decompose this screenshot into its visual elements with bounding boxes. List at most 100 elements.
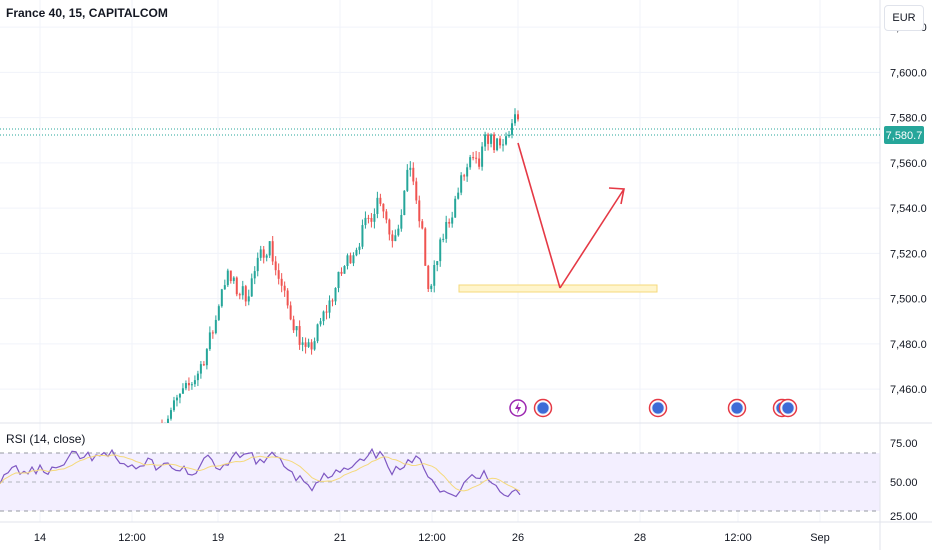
rsi-moving-average [0,454,521,492]
candle-body [373,213,376,222]
candle-body [397,228,400,236]
candle-body [184,383,187,389]
candle-body [484,134,487,147]
candle-body [355,249,358,256]
candlestick-series [161,108,519,423]
candle-body [271,241,274,262]
candle-body [316,324,319,342]
candle-body [436,261,439,266]
candle-body [421,221,424,229]
candle-body [481,146,484,167]
time-tick-label: 21 [334,532,346,544]
time-tick-label: 12:00 [418,532,446,544]
candle-body [199,364,202,374]
candle-body [178,393,181,398]
candle-body [391,234,394,242]
candle-body [229,270,232,282]
time-tick-label: Sep [810,532,830,544]
candle-body [424,228,427,266]
candle-body [220,289,223,307]
currency-button[interactable]: EUR [884,5,924,31]
candle-body [511,123,514,135]
candle-body [439,239,442,262]
candle-body [238,294,241,296]
time-tick-label: 12:00 [118,532,146,544]
projection-arrow[interactable] [517,142,625,289]
price-tick-label: 7,520.0 [890,248,927,260]
candle-body [433,265,436,286]
candle-body [460,175,463,193]
rsi-tick-label: 75.00 [890,438,918,450]
price-tick-label: 7,600.0 [890,67,927,79]
candle-body [463,175,466,177]
candle-body [289,305,292,320]
candle-body [475,157,478,159]
candle-body [406,169,409,191]
candle-body [400,215,403,229]
candle-body [379,197,382,204]
candle-body [175,397,178,401]
projection-arrow-down[interactable] [517,142,561,289]
price-tick-label: 7,580.0 [890,113,927,125]
candle-body [412,167,415,182]
candle-body [508,134,511,137]
globe-icon[interactable] [533,398,553,418]
candle-body [442,238,445,240]
candle-body [283,285,286,291]
candle-body [364,217,367,226]
candle-body [340,271,343,274]
candle-body [502,144,505,146]
candle-body [376,197,379,214]
candle-body [322,311,325,322]
rsi-line [0,447,521,498]
candle-body [352,255,355,264]
candle-body [328,300,331,313]
candle-body [286,290,289,306]
candle-body [205,349,208,366]
price-tick-label: 7,460.0 [890,384,927,396]
globe-icon[interactable] [778,398,798,418]
candle-body [208,332,211,350]
candle-body [310,342,313,350]
rsi-tick-label: 25.00 [890,511,918,523]
candle-body [478,158,481,167]
candle-body [445,221,448,239]
event-icons[interactable] [509,398,798,418]
price-tick-label: 7,560.0 [890,158,927,170]
candle-body [304,342,307,347]
candle-body [169,410,172,419]
price-tick-label: 7,500.0 [890,294,927,306]
candle-body [241,286,244,296]
price-tick-label: 7,480.0 [890,339,927,351]
time-tick-label: 12:00 [724,532,752,544]
candle-body [268,241,271,256]
time-tick-label: 19 [212,532,224,544]
candle-body [277,270,280,279]
candle-body [451,217,454,224]
candle-body [325,311,328,313]
candle-body [256,257,259,272]
candle-body [343,265,346,274]
globe-icon[interactable] [727,398,747,418]
candle-body [490,134,493,144]
candle-body [226,270,229,286]
symbol-title: France 40, 15, CAPITALCOM [6,6,168,20]
candle-body [181,388,184,394]
candle-body [382,203,385,212]
projection-arrow-up[interactable] [559,188,625,289]
candle-body [307,342,310,347]
globe-icon[interactable] [648,398,668,418]
candle-body [214,319,217,334]
candle-body [211,332,214,334]
candle-body [430,285,433,289]
time-tick-label: 14 [34,532,46,544]
candle-body [331,300,334,302]
analysis-zone-rectangle[interactable] [458,284,658,293]
candle-body [244,286,247,302]
flash-icon[interactable] [509,399,527,417]
candle-body [190,384,193,386]
rsi-indicator-label[interactable]: RSI (14, close) [6,432,86,446]
candle-body [358,246,361,250]
candle-body [250,278,253,297]
